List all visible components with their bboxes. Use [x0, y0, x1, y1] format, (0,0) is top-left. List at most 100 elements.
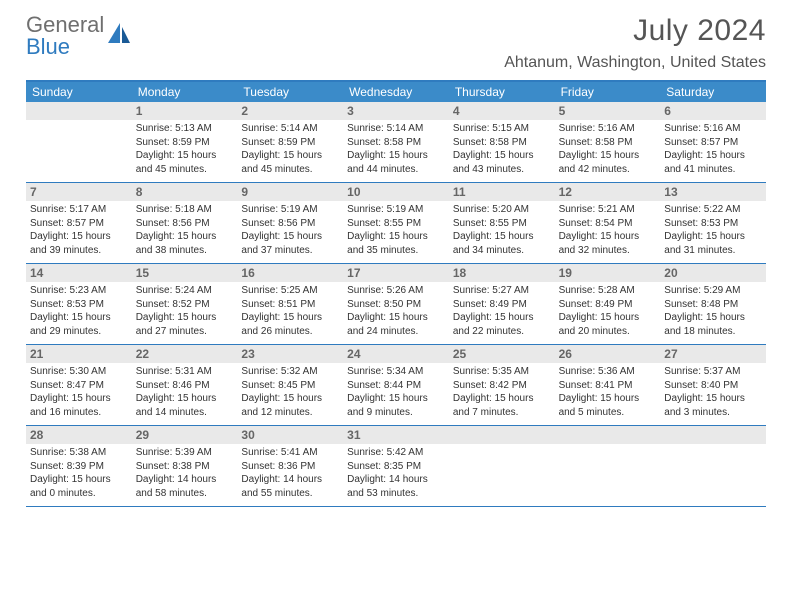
daylight-text: Daylight: 14 hours and 53 minutes. [347, 473, 445, 500]
day-details: Sunrise: 5:36 AMSunset: 8:41 PMDaylight:… [559, 365, 657, 419]
sunset-text: Sunset: 8:55 PM [453, 217, 551, 231]
day-cell: 22Sunrise: 5:31 AMSunset: 8:46 PMDayligh… [132, 345, 238, 425]
day-number: 22 [132, 345, 238, 363]
day-cell: 24Sunrise: 5:34 AMSunset: 8:44 PMDayligh… [343, 345, 449, 425]
calendar: Sunday Monday Tuesday Wednesday Thursday… [26, 80, 766, 507]
sunset-text: Sunset: 8:58 PM [453, 136, 551, 150]
day-header: Monday [132, 82, 238, 102]
sunset-text: Sunset: 8:58 PM [347, 136, 445, 150]
sunrise-text: Sunrise: 5:39 AM [136, 446, 234, 460]
daylight-text: Daylight: 14 hours and 58 minutes. [136, 473, 234, 500]
weeks-container: 1Sunrise: 5:13 AMSunset: 8:59 PMDaylight… [26, 102, 766, 507]
sunset-text: Sunset: 8:47 PM [30, 379, 128, 393]
day-number: 9 [237, 183, 343, 201]
day-number: 10 [343, 183, 449, 201]
daylight-text: Daylight: 15 hours and 5 minutes. [559, 392, 657, 419]
day-number: 29 [132, 426, 238, 444]
week-row: 21Sunrise: 5:30 AMSunset: 8:47 PMDayligh… [26, 345, 766, 426]
day-details: Sunrise: 5:25 AMSunset: 8:51 PMDaylight:… [241, 284, 339, 338]
daylight-text: Daylight: 15 hours and 32 minutes. [559, 230, 657, 257]
day-number: 27 [660, 345, 766, 363]
header: General Blue July 2024 Ahtanum, Washingt… [0, 0, 792, 74]
day-number: 13 [660, 183, 766, 201]
sunrise-text: Sunrise: 5:22 AM [664, 203, 762, 217]
day-details: Sunrise: 5:38 AMSunset: 8:39 PMDaylight:… [30, 446, 128, 500]
sunrise-text: Sunrise: 5:37 AM [664, 365, 762, 379]
day-details: Sunrise: 5:28 AMSunset: 8:49 PMDaylight:… [559, 284, 657, 338]
sunrise-text: Sunrise: 5:19 AM [241, 203, 339, 217]
sunset-text: Sunset: 8:40 PM [664, 379, 762, 393]
day-cell: 26Sunrise: 5:36 AMSunset: 8:41 PMDayligh… [555, 345, 661, 425]
daylight-text: Daylight: 15 hours and 37 minutes. [241, 230, 339, 257]
sunset-text: Sunset: 8:57 PM [664, 136, 762, 150]
sunrise-text: Sunrise: 5:21 AM [559, 203, 657, 217]
sunrise-text: Sunrise: 5:42 AM [347, 446, 445, 460]
day-details: Sunrise: 5:29 AMSunset: 8:48 PMDaylight:… [664, 284, 762, 338]
sunset-text: Sunset: 8:53 PM [30, 298, 128, 312]
day-number: 7 [26, 183, 132, 201]
logo-text: General Blue [26, 14, 104, 58]
week-row: 28Sunrise: 5:38 AMSunset: 8:39 PMDayligh… [26, 426, 766, 507]
day-number [26, 102, 132, 120]
day-number: 31 [343, 426, 449, 444]
day-number [449, 426, 555, 444]
sunset-text: Sunset: 8:59 PM [136, 136, 234, 150]
sunset-text: Sunset: 8:48 PM [664, 298, 762, 312]
day-cell: 20Sunrise: 5:29 AMSunset: 8:48 PMDayligh… [660, 264, 766, 344]
day-details: Sunrise: 5:15 AMSunset: 8:58 PMDaylight:… [453, 122, 551, 176]
day-number: 17 [343, 264, 449, 282]
day-number: 15 [132, 264, 238, 282]
day-cell: 12Sunrise: 5:21 AMSunset: 8:54 PMDayligh… [555, 183, 661, 263]
sunset-text: Sunset: 8:57 PM [30, 217, 128, 231]
sunset-text: Sunset: 8:54 PM [559, 217, 657, 231]
day-number: 11 [449, 183, 555, 201]
daylight-text: Daylight: 15 hours and 0 minutes. [30, 473, 128, 500]
day-details: Sunrise: 5:42 AMSunset: 8:35 PMDaylight:… [347, 446, 445, 500]
sunrise-text: Sunrise: 5:30 AM [30, 365, 128, 379]
day-details: Sunrise: 5:26 AMSunset: 8:50 PMDaylight:… [347, 284, 445, 338]
day-cell: 6Sunrise: 5:16 AMSunset: 8:57 PMDaylight… [660, 102, 766, 182]
day-details: Sunrise: 5:17 AMSunset: 8:57 PMDaylight:… [30, 203, 128, 257]
day-cell: 10Sunrise: 5:19 AMSunset: 8:55 PMDayligh… [343, 183, 449, 263]
day-number: 5 [555, 102, 661, 120]
day-cell: 16 Sunrise: 5:25 AMSunset: 8:51 PMDayligh… [237, 264, 343, 344]
location: Ahtanum, Washington, United States [504, 54, 766, 72]
sunrise-text: Sunrise: 5:38 AM [30, 446, 128, 460]
day-cell: 13 Sunrise: 5:22 AMSunset: 8:53 PMDayligh… [660, 183, 766, 263]
daylight-text: Daylight: 15 hours and 14 minutes. [136, 392, 234, 419]
day-cell: 4Sunrise: 5:15 AMSunset: 8:58 PMDaylight… [449, 102, 555, 182]
day-header: Sunday [26, 82, 132, 102]
day-details: Sunrise: 5:23 AMSunset: 8:53 PMDaylight:… [30, 284, 128, 338]
day-cell: 19 Sunrise: 5:28 AMSunset: 8:49 PMDayligh… [555, 264, 661, 344]
daylight-text: Daylight: 15 hours and 3 minutes. [664, 392, 762, 419]
day-cell: 11Sunrise: 5:20 AMSunset: 8:55 PMDayligh… [449, 183, 555, 263]
day-details: Sunrise: 5:22 AMSunset: 8:53 PMDaylight:… [664, 203, 762, 257]
daylight-text: Daylight: 15 hours and 45 minutes. [241, 149, 339, 176]
sunrise-text: Sunrise: 5:17 AM [30, 203, 128, 217]
day-details: Sunrise: 5:18 AMSunset: 8:56 PMDaylight:… [136, 203, 234, 257]
daylight-text: Daylight: 15 hours and 41 minutes. [664, 149, 762, 176]
sunset-text: Sunset: 8:50 PM [347, 298, 445, 312]
week-row: 14 Sunrise: 5:23 AMSunset: 8:53 PMDayligh… [26, 264, 766, 345]
day-details: Sunrise: 5:30 AMSunset: 8:47 PMDaylight:… [30, 365, 128, 419]
sunset-text: Sunset: 8:56 PM [136, 217, 234, 231]
day-number [555, 426, 661, 444]
sunset-text: Sunset: 8:38 PM [136, 460, 234, 474]
sunrise-text: Sunrise: 5:18 AM [136, 203, 234, 217]
daylight-text: Daylight: 15 hours and 26 minutes. [241, 311, 339, 338]
sunset-text: Sunset: 8:42 PM [453, 379, 551, 393]
day-number: 16 [237, 264, 343, 282]
day-cell: 29 Sunrise: 5:39 AMSunset: 8:38 PMDayligh… [132, 426, 238, 506]
day-number: 19 [555, 264, 661, 282]
sail-icon [106, 21, 132, 52]
sunrise-text: Sunrise: 5:26 AM [347, 284, 445, 298]
day-cell: 18Sunrise: 5:27 AMSunset: 8:49 PMDayligh… [449, 264, 555, 344]
day-number: 24 [343, 345, 449, 363]
day-number: 14 [26, 264, 132, 282]
sunset-text: Sunset: 8:35 PM [347, 460, 445, 474]
day-cell: 28Sunrise: 5:38 AMSunset: 8:39 PMDayligh… [26, 426, 132, 506]
sunrise-text: Sunrise: 5:15 AM [453, 122, 551, 136]
sunset-text: Sunset: 8:39 PM [30, 460, 128, 474]
day-cell: 2Sunrise: 5:14 AMSunset: 8:59 PMDaylight… [237, 102, 343, 182]
daylight-text: Daylight: 15 hours and 45 minutes. [136, 149, 234, 176]
